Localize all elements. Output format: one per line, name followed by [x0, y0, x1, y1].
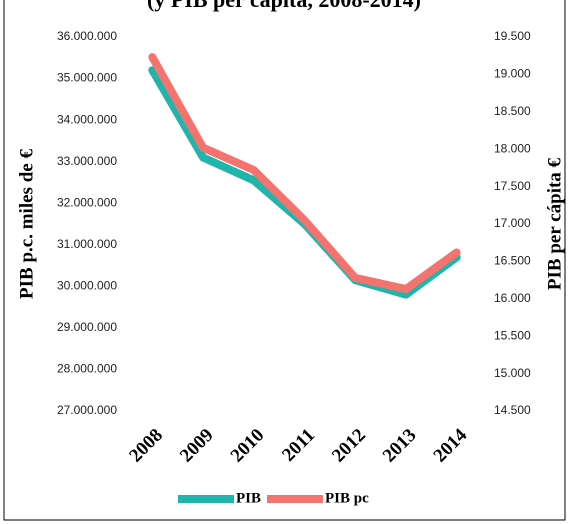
- y-tick-label: 30.000.000: [57, 279, 117, 293]
- x-tick-label: 2008: [125, 425, 167, 467]
- series-line: [148, 66, 461, 299]
- x-tick-label: 2011: [278, 425, 319, 466]
- y2-tick-label: 15.000: [494, 366, 531, 380]
- legend-label: PIB pc: [325, 490, 369, 506]
- y2-tick-label: 17.000: [494, 216, 531, 230]
- x-tick-label: 2009: [176, 425, 218, 467]
- y2-tick-label: 17.500: [494, 179, 531, 193]
- x-tick-label: 2014: [430, 424, 472, 466]
- y2-tick-label: 16.500: [494, 254, 531, 268]
- y-tick-label: 32.000.000: [57, 195, 117, 209]
- y-tick-label: 34.000.000: [57, 112, 117, 126]
- y-axis-label: PIB p.c. miles de €: [16, 149, 37, 299]
- x-tick-label: 2012: [328, 425, 370, 467]
- y2-tick-label: 14.500: [494, 403, 531, 417]
- y2-tick-label: 19.000: [494, 67, 531, 81]
- y-tick-label: 35.000.000: [57, 71, 117, 85]
- chart-title: (y PIB per cápita, 2008-2014): [147, 0, 421, 12]
- y-tick-label: 29.000.000: [57, 320, 117, 334]
- series-line: [148, 53, 461, 294]
- x-tick-label: 2010: [227, 425, 269, 467]
- y-tick-label: 27.000.000: [57, 403, 117, 417]
- y-tick-label: 31.000.000: [57, 237, 117, 251]
- y2-tick-label: 18.500: [494, 104, 531, 118]
- y2-axis-label: PIB per cápita €: [544, 157, 565, 290]
- y2-tick-label: 18.000: [494, 141, 531, 155]
- y2-tick-label: 16.000: [494, 291, 531, 305]
- legend-label: PIB: [236, 490, 261, 506]
- x-tick-label: 2013: [379, 425, 421, 467]
- y-tick-label: 36.000.000: [57, 29, 117, 43]
- y2-tick-label: 15.500: [494, 328, 531, 342]
- frame: [3, 0, 566, 521]
- y-tick-label: 33.000.000: [57, 154, 117, 168]
- y2-tick-label: 19.500: [494, 29, 531, 43]
- y-tick-label: 28.000.000: [57, 362, 117, 376]
